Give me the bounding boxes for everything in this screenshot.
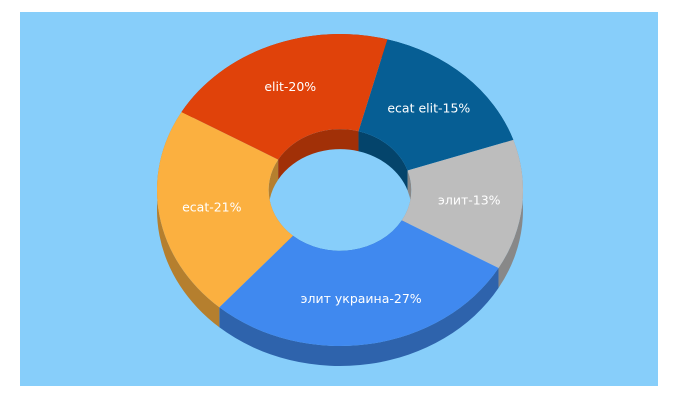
slice-side (358, 131, 408, 191)
data-label: ecat elit-15% (387, 101, 470, 116)
slice (181, 33, 388, 160)
slice (219, 220, 499, 346)
slice (401, 139, 523, 268)
slice-side (278, 129, 359, 180)
slice (358, 39, 514, 171)
data-label: elit-20% (264, 79, 316, 94)
slice-side (156, 112, 220, 328)
data-label: ecat-21% (182, 200, 242, 215)
slice-side (498, 139, 523, 288)
data-label: элит украина-27% (301, 291, 422, 306)
data-label: элит-13% (438, 192, 501, 207)
slice-side (219, 268, 499, 366)
slice (156, 112, 293, 308)
